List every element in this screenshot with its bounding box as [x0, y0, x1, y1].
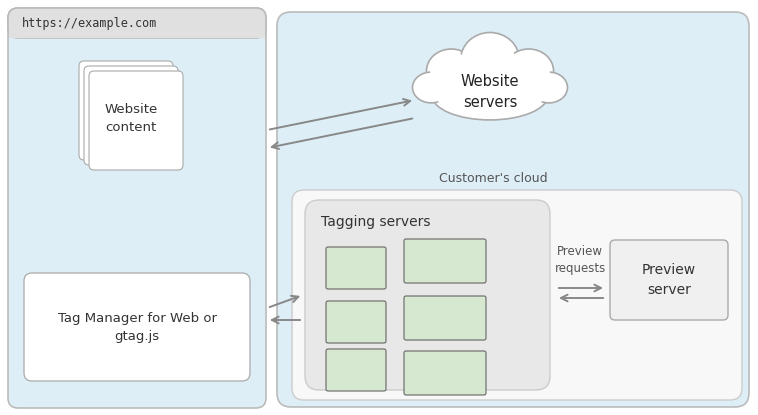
FancyBboxPatch shape — [305, 200, 550, 390]
Ellipse shape — [504, 49, 553, 93]
FancyBboxPatch shape — [326, 349, 386, 391]
Ellipse shape — [533, 74, 565, 100]
Text: Tagging servers: Tagging servers — [321, 215, 431, 229]
FancyBboxPatch shape — [326, 247, 386, 289]
Bar — [9, 28, 265, 38]
Text: Preview
requests: Preview requests — [554, 245, 606, 275]
Ellipse shape — [531, 72, 568, 103]
Text: Website
content: Website content — [105, 103, 158, 134]
Text: https://example.com: https://example.com — [22, 17, 158, 29]
FancyBboxPatch shape — [610, 240, 728, 320]
FancyBboxPatch shape — [89, 71, 183, 170]
FancyBboxPatch shape — [404, 239, 486, 283]
FancyBboxPatch shape — [404, 296, 486, 340]
Ellipse shape — [412, 72, 449, 103]
Ellipse shape — [508, 52, 550, 90]
Ellipse shape — [431, 52, 472, 90]
Ellipse shape — [461, 32, 519, 88]
Ellipse shape — [427, 49, 476, 93]
Text: Website
servers: Website servers — [461, 74, 519, 110]
FancyBboxPatch shape — [24, 273, 250, 381]
Text: Customer's cloud: Customer's cloud — [439, 171, 547, 185]
FancyBboxPatch shape — [326, 301, 386, 343]
FancyBboxPatch shape — [292, 190, 742, 400]
Ellipse shape — [415, 74, 447, 100]
FancyBboxPatch shape — [8, 8, 266, 38]
Text: Preview
server: Preview server — [642, 263, 696, 297]
FancyBboxPatch shape — [404, 351, 486, 395]
Ellipse shape — [465, 37, 515, 83]
Text: Tag Manager for Web or
gtag.js: Tag Manager for Web or gtag.js — [58, 312, 217, 342]
Ellipse shape — [432, 71, 548, 120]
FancyBboxPatch shape — [8, 8, 266, 408]
Ellipse shape — [436, 74, 544, 116]
FancyBboxPatch shape — [84, 66, 178, 165]
FancyBboxPatch shape — [79, 61, 173, 160]
FancyBboxPatch shape — [277, 12, 749, 407]
